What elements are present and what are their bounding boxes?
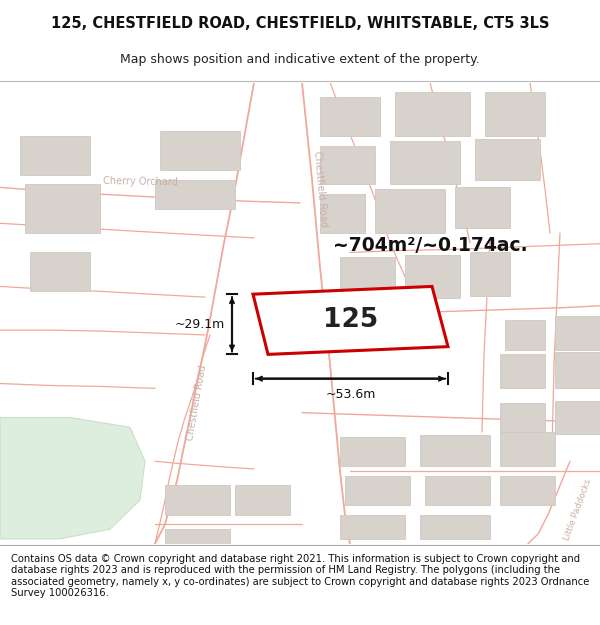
Polygon shape bbox=[500, 476, 555, 505]
Polygon shape bbox=[500, 432, 555, 466]
Polygon shape bbox=[425, 476, 490, 505]
Polygon shape bbox=[420, 435, 490, 466]
Polygon shape bbox=[165, 529, 230, 544]
Polygon shape bbox=[555, 401, 600, 434]
Text: Contains OS data © Crown copyright and database right 2021. This information is : Contains OS data © Crown copyright and d… bbox=[11, 554, 589, 598]
Text: 125, CHESTFIELD ROAD, CHESTFIELD, WHITSTABLE, CT5 3LS: 125, CHESTFIELD ROAD, CHESTFIELD, WHITST… bbox=[51, 16, 549, 31]
Polygon shape bbox=[505, 321, 545, 349]
Polygon shape bbox=[475, 139, 540, 179]
Polygon shape bbox=[30, 253, 90, 291]
Polygon shape bbox=[340, 514, 405, 539]
Polygon shape bbox=[470, 253, 510, 296]
Text: ~29.1m: ~29.1m bbox=[175, 318, 225, 331]
Polygon shape bbox=[555, 352, 600, 388]
Polygon shape bbox=[20, 136, 90, 175]
Text: 125: 125 bbox=[323, 308, 378, 333]
Text: Chestfield Road: Chestfield Road bbox=[185, 364, 209, 441]
Polygon shape bbox=[485, 92, 545, 136]
Text: Little Paddocks: Little Paddocks bbox=[562, 478, 593, 542]
Polygon shape bbox=[320, 146, 375, 184]
Polygon shape bbox=[340, 437, 405, 466]
Polygon shape bbox=[500, 403, 545, 432]
Text: Chestfield Road: Chestfield Road bbox=[311, 151, 328, 228]
Polygon shape bbox=[160, 131, 240, 170]
Polygon shape bbox=[390, 141, 460, 184]
Polygon shape bbox=[345, 476, 410, 505]
Polygon shape bbox=[235, 486, 290, 514]
Polygon shape bbox=[155, 179, 235, 209]
Polygon shape bbox=[320, 194, 365, 233]
Polygon shape bbox=[420, 514, 490, 539]
Polygon shape bbox=[500, 354, 545, 388]
Polygon shape bbox=[375, 189, 445, 233]
Polygon shape bbox=[253, 286, 448, 354]
Polygon shape bbox=[555, 316, 600, 349]
Polygon shape bbox=[320, 97, 380, 136]
Polygon shape bbox=[165, 486, 230, 514]
Polygon shape bbox=[405, 256, 460, 298]
Text: Map shows position and indicative extent of the property.: Map shows position and indicative extent… bbox=[120, 53, 480, 66]
Polygon shape bbox=[395, 92, 470, 136]
Polygon shape bbox=[0, 418, 145, 539]
Text: ~53.6m: ~53.6m bbox=[325, 388, 376, 401]
Polygon shape bbox=[25, 184, 100, 233]
Polygon shape bbox=[340, 258, 395, 301]
Polygon shape bbox=[455, 188, 510, 228]
Text: ~704m²/~0.174ac.: ~704m²/~0.174ac. bbox=[332, 236, 527, 255]
Text: Cherry Orchard: Cherry Orchard bbox=[103, 176, 178, 187]
